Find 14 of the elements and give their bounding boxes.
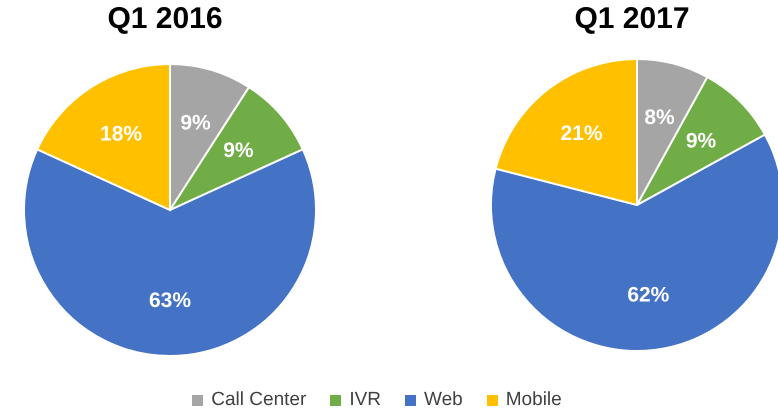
data-label: 18% — [100, 122, 142, 146]
chart-title: Q1 2017 — [573, 2, 691, 36]
data-label: 8% — [644, 106, 676, 129]
data-label: 21% — [560, 122, 603, 145]
legend-label: Mobile — [506, 389, 562, 411]
data-label: 9% — [686, 129, 717, 152]
data-label: 62% — [627, 283, 670, 306]
chart-title: Q1 2016 — [106, 2, 224, 36]
legend-label: Call Center — [211, 389, 306, 411]
data-label: 63% — [148, 289, 192, 312]
legend-label: Web — [424, 389, 463, 411]
data-label: 9% — [180, 112, 211, 135]
legend-label: IVR — [349, 389, 381, 411]
data-label: 9% — [223, 139, 254, 162]
